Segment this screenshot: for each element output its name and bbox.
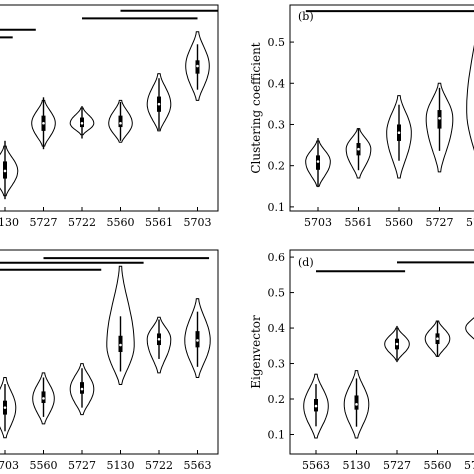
plot-frame	[0, 4, 219, 212]
x-tick-label: 5560	[424, 459, 452, 472]
plot-frame	[0, 249, 219, 455]
x-tick-label: 5561	[345, 216, 373, 229]
violin-5727	[425, 82, 454, 173]
y-tick-label: 0.5	[268, 36, 286, 49]
x-tick-label: 5703	[184, 216, 212, 229]
violin-5130	[343, 370, 370, 439]
x-tick-label: 5727	[30, 216, 58, 229]
violin-median	[119, 121, 122, 125]
x-tick-label: 5703	[304, 216, 332, 229]
violin-median	[316, 160, 320, 163]
y-tick-label: 0.1	[268, 428, 286, 441]
violin-5563	[184, 298, 211, 378]
violins	[0, 9, 218, 200]
y-tick-label: 0.1	[268, 201, 286, 214]
panel-tag: (d)	[298, 256, 314, 269]
violin-5703	[0, 377, 17, 439]
violins	[305, 10, 474, 188]
violin-5130	[0, 145, 19, 197]
violin-median	[314, 404, 318, 408]
violin-5560	[32, 372, 55, 425]
violin-5560	[386, 95, 412, 179]
violin-5703	[185, 31, 210, 101]
violin-median	[157, 337, 161, 341]
panel-a: 5130 5727 5722 5560 5561 5703	[0, 4, 219, 229]
violin-median	[196, 64, 199, 68]
x-tick-label: 5727	[68, 459, 96, 472]
x-tick-label: 5722	[466, 216, 474, 229]
y-tick-label: 0.2	[268, 160, 286, 173]
violin-median	[355, 403, 358, 406]
y-tick-label: 0.6	[268, 251, 286, 264]
violin-5561	[146, 73, 172, 132]
violin-median	[80, 387, 84, 391]
violin-median	[395, 342, 399, 346]
violin-median	[196, 339, 199, 342]
x-tick-label: 5130	[343, 459, 371, 472]
violin-median	[397, 131, 401, 135]
x-tick-label: 5722	[145, 459, 173, 472]
x-tick-label: 5722	[68, 216, 96, 229]
violin-median	[3, 406, 7, 409]
plot-frame	[289, 4, 474, 212]
x-tick-label: 5560	[107, 216, 135, 229]
violin-median	[80, 121, 84, 125]
violins	[303, 261, 474, 439]
x-tick-label: 5563	[302, 459, 330, 472]
violin-median	[3, 169, 7, 173]
violin-median	[357, 147, 360, 151]
y-tick-label: 0.3	[268, 358, 286, 371]
violin-5561	[345, 128, 372, 179]
y-axis-title: Clustering coefficient	[249, 42, 263, 173]
violins	[0, 257, 211, 439]
panel-b: 0.1 0.2 0.3 0.4 0.5 Clustering coefficient (b)…	[249, 4, 474, 229]
x-tick-label: 5563	[184, 459, 212, 472]
panel-tag: (b)	[298, 10, 314, 23]
x-tick-label: 5560	[385, 216, 413, 229]
plot-frame	[289, 249, 474, 455]
violin-median	[42, 397, 45, 400]
violin-5722	[146, 316, 172, 374]
x-tick-label: 5561	[145, 216, 173, 229]
y-tick-label: 0.3	[268, 118, 286, 131]
x-tick-label: 5703	[0, 459, 19, 472]
violin-5560	[108, 99, 133, 143]
violin-median	[438, 117, 441, 120]
violin-median	[436, 337, 439, 340]
violin-median	[42, 121, 45, 125]
violin-median	[157, 102, 161, 106]
y-axis-title: Eigenvector	[249, 315, 263, 389]
violin-median	[119, 343, 122, 347]
violin-5563	[303, 373, 329, 439]
y-tick-label: 0.4	[268, 322, 286, 335]
x-tick-label: 5130	[107, 459, 135, 472]
x-tick-label: 5722	[464, 459, 474, 472]
y-tick-label: 0.4	[268, 77, 286, 90]
panel-d: 0.1 0.2 0.3 0.4 0.5 0.6 Eigenvector (d) 5563 5130…	[249, 249, 474, 472]
x-tick-label: 5130	[0, 216, 19, 229]
y-tick-label: 0.2	[268, 393, 286, 406]
violin-5727	[69, 363, 95, 416]
x-tick-label: 5727	[426, 216, 454, 229]
panel-c: 5703 5560 5727 5130 5722 5563	[0, 249, 219, 472]
y-tick-label: 0.5	[268, 287, 286, 300]
x-tick-label: 5560	[30, 459, 58, 472]
violin-5722	[465, 317, 474, 340]
violin-5130	[106, 265, 135, 385]
x-tick-label: 5727	[383, 459, 411, 472]
violin-5722	[466, 44, 474, 151]
